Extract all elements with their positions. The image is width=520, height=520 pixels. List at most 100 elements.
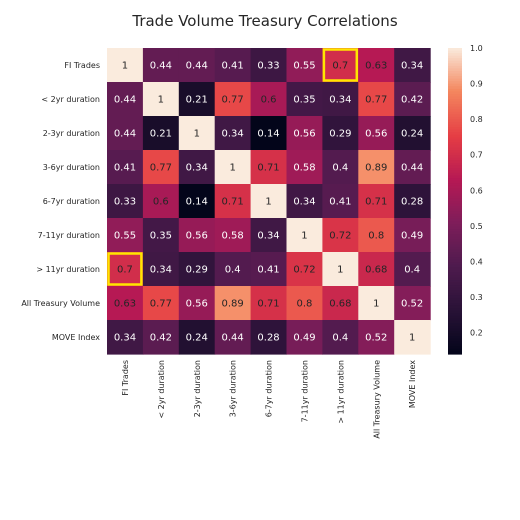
colorbar-tick-label: 1.0 bbox=[470, 44, 483, 53]
colorbar-slice bbox=[448, 305, 462, 309]
heatmap-cell bbox=[322, 286, 359, 321]
colorbar-slice bbox=[448, 264, 462, 268]
colorbar-slice bbox=[448, 50, 462, 54]
colorbar-slice bbox=[448, 351, 462, 355]
cell-value-label: 0.89 bbox=[365, 163, 387, 174]
colorbar-tick-label: 0.7 bbox=[470, 151, 483, 160]
chart-title: Trade Volume Treasury Correlations bbox=[131, 12, 397, 30]
colorbar-slice bbox=[448, 313, 462, 317]
colorbar-slice bbox=[448, 144, 462, 149]
x-tick-label: 3-6yr duration bbox=[229, 360, 238, 417]
heatmap-cell bbox=[142, 286, 180, 321]
heatmap-cell bbox=[142, 184, 180, 219]
cell-value-label: 0.89 bbox=[222, 299, 244, 310]
heatmap-cell bbox=[286, 218, 323, 253]
colorbar-slice bbox=[448, 211, 462, 215]
colorbar-slice bbox=[448, 111, 462, 115]
cell-value-label: 0.77 bbox=[365, 95, 387, 106]
colorbar-slice bbox=[448, 147, 462, 151]
heatmap-cell bbox=[107, 48, 144, 83]
cell-value-label: 0.56 bbox=[293, 129, 315, 140]
colorbar-slice bbox=[448, 119, 462, 123]
colorbar-slice bbox=[448, 246, 462, 251]
cell-value-label: 0.58 bbox=[293, 163, 315, 174]
colorbar-slice bbox=[448, 190, 462, 194]
colorbar-slice bbox=[448, 203, 462, 207]
cell-value-label: 0.71 bbox=[257, 163, 279, 174]
colorbar-slice bbox=[448, 272, 462, 276]
colorbar-slice bbox=[448, 81, 462, 85]
colorbar-tick-label: 0.9 bbox=[470, 80, 483, 89]
cell-value-label: 0.8 bbox=[296, 299, 312, 310]
colorbar-slice bbox=[448, 185, 462, 189]
colorbar-slice bbox=[448, 195, 462, 200]
colorbar-tick-label: 0.5 bbox=[470, 222, 483, 231]
cell-value-label: 0.44 bbox=[114, 95, 136, 106]
cell-value-label: 0.44 bbox=[222, 333, 244, 344]
heatmap-cell bbox=[178, 286, 216, 321]
cell-value-label: 0.35 bbox=[150, 231, 172, 242]
cell-value-label: 0.4 bbox=[404, 265, 420, 276]
heatmap-cell bbox=[358, 48, 395, 83]
colorbar-slice bbox=[448, 206, 462, 210]
y-tick-label: < 2yr duration bbox=[41, 95, 100, 104]
cell-value-label: 0.68 bbox=[329, 299, 351, 310]
heatmap-cell bbox=[250, 286, 288, 321]
cell-value-label: 0.44 bbox=[150, 61, 172, 72]
cell-value-label: 0.49 bbox=[401, 231, 423, 242]
colorbar-tick-label: 0.4 bbox=[470, 257, 483, 266]
heatmap-cell bbox=[142, 252, 180, 287]
heatmap-cell bbox=[107, 320, 144, 355]
y-tick-label: 2-3yr duration bbox=[43, 129, 100, 138]
cell-value-label: 0.33 bbox=[257, 61, 279, 72]
colorbar-slice bbox=[448, 249, 462, 253]
colorbar-slice bbox=[448, 208, 462, 212]
colorbar-slice bbox=[448, 73, 462, 77]
x-tick-label: < 2yr duration bbox=[157, 360, 166, 419]
colorbar-slice bbox=[448, 333, 462, 337]
heatmap-cell bbox=[214, 48, 252, 83]
heatmap-cell bbox=[250, 82, 288, 117]
heatmap-cell bbox=[214, 320, 252, 355]
colorbar-slice bbox=[448, 78, 462, 82]
heatmap-cell bbox=[214, 184, 252, 219]
colorbar-slice bbox=[448, 70, 462, 75]
cell-value-label: 1 bbox=[409, 333, 415, 344]
colorbar-slice bbox=[448, 121, 462, 126]
heatmap-cell bbox=[107, 286, 144, 321]
colorbar-slice bbox=[448, 323, 462, 327]
y-tick-label: > 11yr duration bbox=[36, 265, 100, 274]
colorbar-slice bbox=[448, 137, 462, 141]
colorbar-slice bbox=[448, 193, 462, 197]
colorbar-slice bbox=[448, 155, 462, 159]
cell-value-label: 0.72 bbox=[293, 265, 315, 276]
colorbar-slice bbox=[448, 152, 462, 156]
colorbar-slice bbox=[448, 229, 462, 233]
cell-value-label: 0.4 bbox=[332, 163, 348, 174]
colorbar-slice bbox=[448, 165, 462, 169]
colorbar-slice bbox=[448, 213, 462, 217]
cell-value-label: 0.6 bbox=[153, 197, 169, 208]
colorbar-slice bbox=[448, 88, 462, 92]
colorbar-slice bbox=[448, 310, 462, 314]
colorbar-slice bbox=[448, 346, 462, 350]
colorbar-slice bbox=[448, 244, 462, 248]
heatmap-cell bbox=[214, 218, 252, 253]
y-tick-labels: FI Trades < 2yr duration 2-3yr duration 3-6… bbox=[21, 61, 100, 342]
cell-value-label: 0.63 bbox=[365, 61, 387, 72]
colorbar-slice bbox=[448, 315, 462, 319]
colorbar-slice bbox=[448, 348, 462, 353]
colorbar-tick-label: 0.8 bbox=[470, 115, 483, 124]
cell-value-label: 0.77 bbox=[150, 299, 172, 310]
colorbar-slice bbox=[448, 139, 462, 143]
cell-value-label: 0.58 bbox=[222, 231, 244, 242]
x-tick-label: 2-3yr duration bbox=[193, 360, 202, 417]
colorbar-slice bbox=[448, 172, 462, 177]
colorbar-slice bbox=[448, 236, 462, 240]
colorbar-slice bbox=[448, 132, 462, 136]
cell-value-label: 0.52 bbox=[365, 333, 387, 344]
heatmap-cell bbox=[250, 252, 288, 287]
colorbar-slice bbox=[448, 269, 462, 273]
colorbar-slice bbox=[448, 343, 462, 347]
